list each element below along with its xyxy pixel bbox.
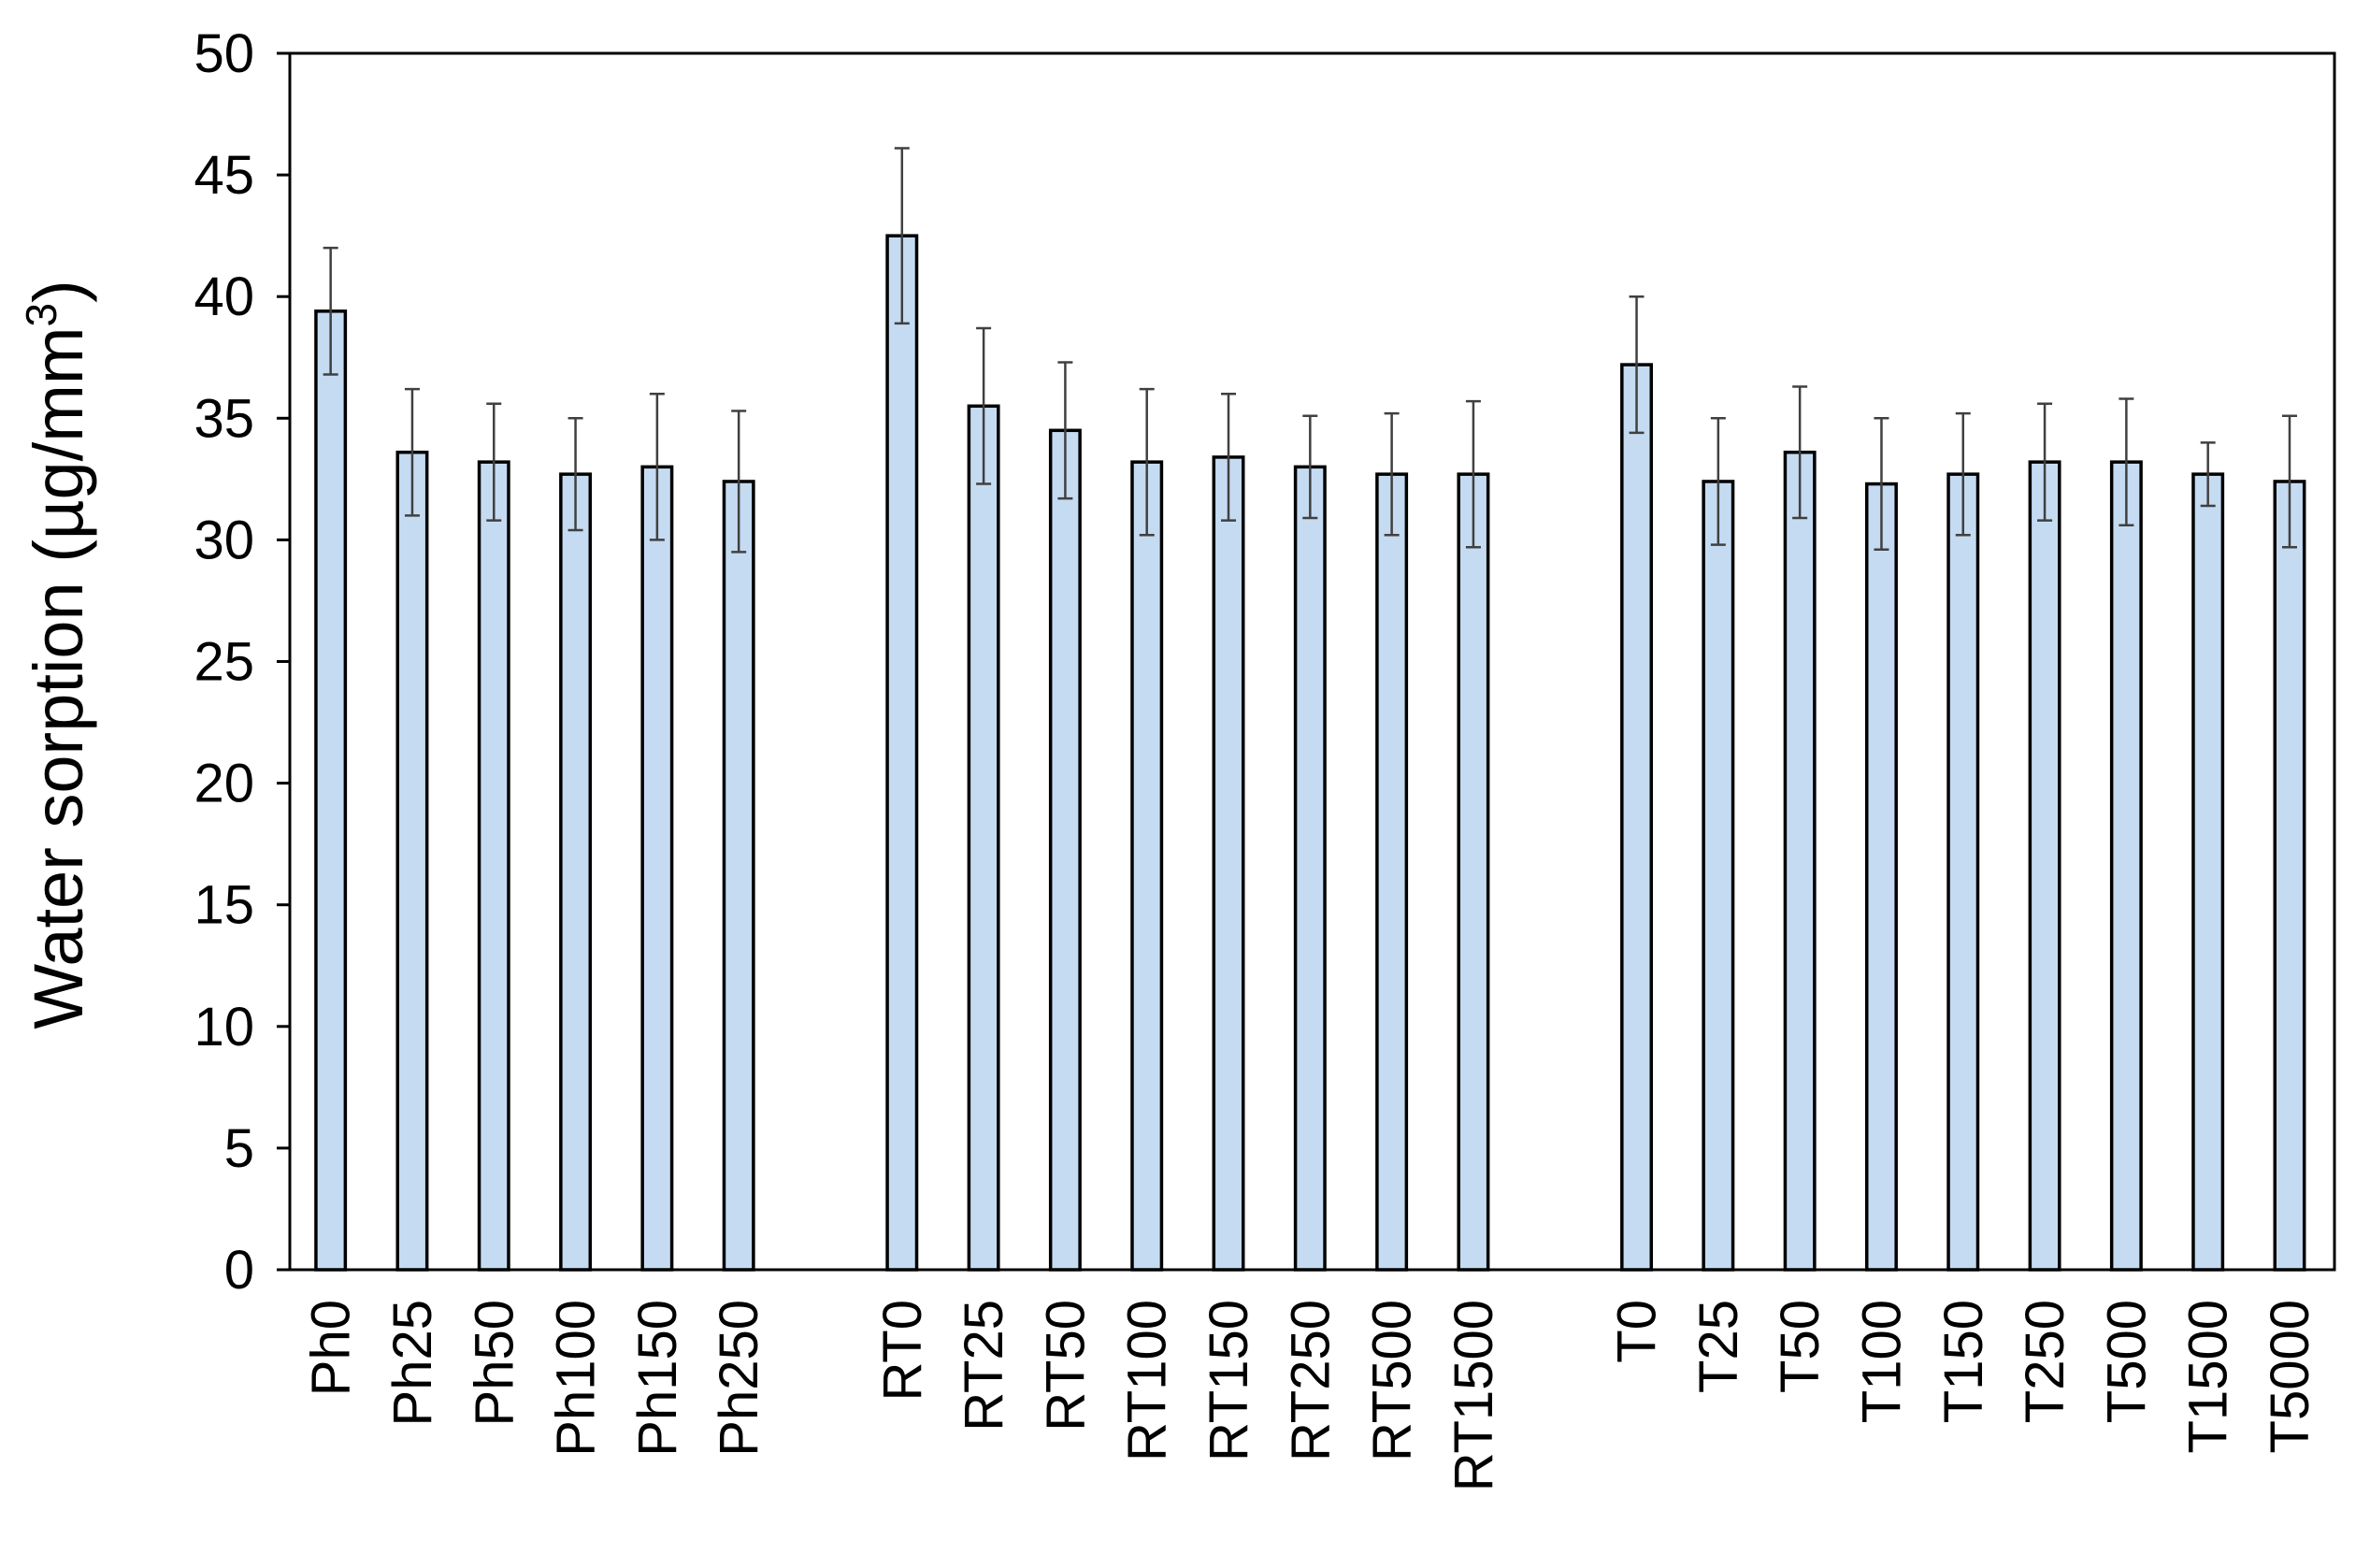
y-tick-label: 40: [194, 266, 254, 327]
y-axis-label-superscript: 3: [17, 303, 65, 327]
y-axis-label-tail: ): [20, 280, 97, 303]
error-bar-rt100: [1139, 387, 1155, 537]
error-bar-t50: [1792, 385, 1808, 520]
y-tick-label: 45: [194, 145, 254, 206]
bar-rt25: [967, 404, 1000, 1272]
error-bar-ph150: [649, 393, 665, 541]
x-category-label: Ph150: [627, 1300, 688, 1457]
bar-ph250: [722, 480, 755, 1272]
error-bar-rt25: [976, 326, 992, 485]
y-axis-label-main: Water sorption (µg/mm: [20, 326, 97, 1029]
x-category-label: T50: [1770, 1300, 1831, 1393]
error-bar-t25: [1710, 417, 1726, 546]
y-tick-label: 50: [194, 23, 254, 84]
x-category-label: T25: [1688, 1300, 1749, 1393]
error-bar-t100: [1874, 417, 1889, 552]
bar-ph25: [395, 450, 429, 1272]
error-bar-ph100: [567, 417, 583, 532]
error-bar-rt500: [1384, 411, 1400, 537]
error-bar-rt150: [1221, 393, 1237, 522]
error-bar-rt50: [1057, 361, 1073, 500]
error-bar-t5000: [2281, 414, 2297, 549]
error-bar-t0: [1629, 295, 1645, 435]
bar-ph100: [559, 472, 593, 1272]
y-tick-label: 35: [194, 388, 254, 449]
error-bar-t500: [2119, 397, 2134, 527]
y-axis-label: Water sorption (µg/mm3): [17, 280, 97, 1029]
bar-t50: [1783, 450, 1817, 1272]
error-bars: [323, 147, 2297, 554]
bar-rt100: [1130, 460, 1164, 1272]
bar-rt50: [1048, 428, 1082, 1272]
bars: [314, 234, 2306, 1272]
x-category-label: T100: [1851, 1300, 1912, 1423]
error-bar-rt1500: [1465, 399, 1481, 549]
bar-ph0: [314, 309, 348, 1272]
bar-rt1500: [1457, 472, 1490, 1272]
bar-rt250: [1293, 465, 1327, 1272]
error-bar-t250: [2037, 402, 2053, 522]
y-tick-label: 15: [194, 875, 254, 936]
error-bar-ph0: [323, 246, 338, 376]
x-category-label: T5000: [2260, 1300, 2320, 1453]
x-category-label: Ph100: [546, 1300, 607, 1457]
y-axis-ticks: 0 5 10 15 20 25 30 35 40 45 50: [194, 23, 290, 1301]
bar-t100: [1864, 482, 1898, 1272]
x-category-label: T0: [1607, 1300, 1668, 1363]
error-bar-ph250: [731, 410, 747, 554]
x-category-label: RT25: [954, 1300, 1014, 1431]
y-tick-label: 0: [224, 1240, 254, 1301]
x-category-label: RT50: [1035, 1300, 1096, 1431]
x-category-label: Ph50: [464, 1300, 524, 1426]
x-category-label: Ph0: [301, 1300, 362, 1396]
x-category-label: RT100: [1117, 1300, 1178, 1461]
category-labels: Ph0 Ph25 Ph50 Ph100 Ph150 Ph250 RT0 RT25 RT50 RT1…: [301, 1300, 2320, 1491]
x-category-label: Ph25: [382, 1300, 443, 1426]
bar-ph50: [477, 460, 510, 1272]
x-category-label: T1500: [2178, 1300, 2239, 1453]
error-bar-ph50: [486, 402, 502, 522]
error-bar-t150: [1955, 411, 1971, 537]
x-category-label: Ph250: [709, 1300, 769, 1457]
y-tick-label: 25: [194, 632, 254, 693]
bar-rt500: [1375, 472, 1409, 1272]
x-category-label: RT150: [1199, 1300, 1259, 1461]
bar-t150: [1946, 472, 1980, 1272]
x-category-label: RT250: [1280, 1300, 1341, 1461]
bar-ph150: [640, 465, 674, 1272]
x-category-label: RT500: [1362, 1300, 1423, 1461]
bar-rt150: [1212, 455, 1245, 1272]
x-category-label: T500: [2096, 1300, 2157, 1423]
y-tick-label: 20: [194, 754, 254, 814]
bar-t1500: [2191, 472, 2225, 1272]
bar-t0: [1620, 363, 1654, 1272]
error-bar-ph25: [404, 387, 420, 517]
bar-t500: [2109, 460, 2143, 1272]
y-tick-label: 30: [194, 510, 254, 570]
bar-rt0: [885, 234, 919, 1272]
error-bar-rt250: [1302, 414, 1318, 520]
error-bar-rt0: [894, 147, 910, 325]
bar-t250: [2028, 460, 2061, 1272]
y-tick-label: 5: [224, 1118, 254, 1179]
x-category-label: T250: [2015, 1300, 2076, 1423]
y-tick-label: 10: [194, 997, 254, 1057]
x-category-label: T150: [1933, 1300, 1994, 1423]
bar-t25: [1702, 480, 1735, 1272]
x-category-label: RT0: [872, 1300, 933, 1402]
error-bar-t1500: [2200, 441, 2216, 508]
bar-t5000: [2273, 480, 2306, 1272]
x-category-label: RT1500: [1444, 1300, 1504, 1491]
